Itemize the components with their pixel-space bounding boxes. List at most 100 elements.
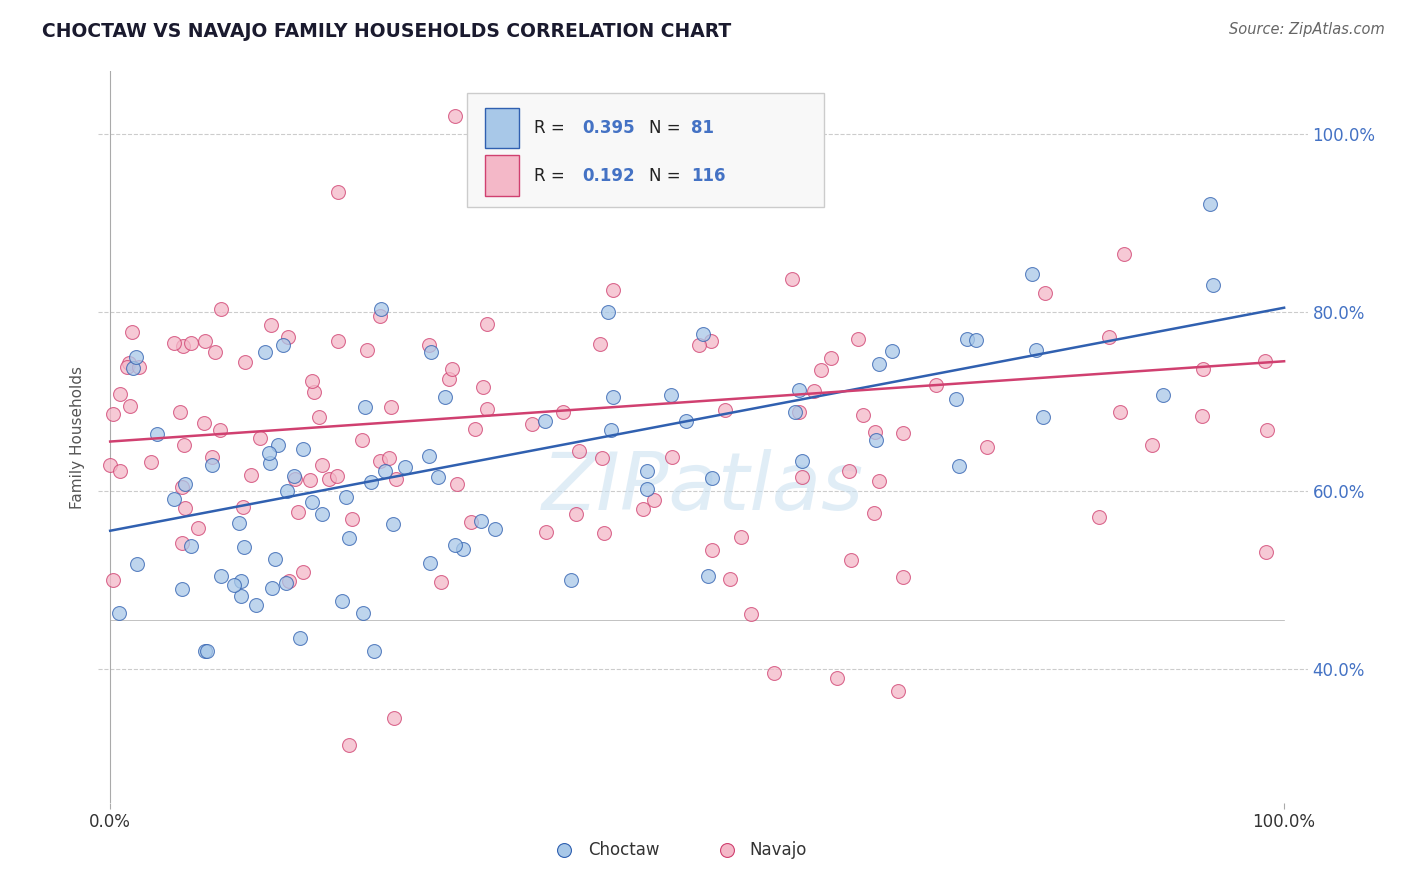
- Point: [460, 516, 482, 530]
- Point: [418, 338, 440, 352]
- Point: [172, 480, 194, 494]
- Text: N =: N =: [648, 120, 686, 137]
- Point: [382, 517, 405, 532]
- Point: [863, 506, 886, 520]
- Point: [568, 443, 591, 458]
- Point: [328, 334, 350, 348]
- Point: [394, 459, 416, 474]
- Point: [553, 405, 575, 419]
- Point: [484, 522, 506, 536]
- Point: [108, 607, 131, 621]
- Point: [232, 500, 254, 514]
- Point: [229, 574, 252, 588]
- Point: [762, 666, 785, 681]
- Point: [700, 334, 723, 349]
- Point: [146, 426, 169, 441]
- Point: [1098, 330, 1121, 344]
- Point: [863, 425, 886, 440]
- Point: [249, 432, 271, 446]
- Text: Choctaw: Choctaw: [588, 841, 659, 859]
- Point: [128, 359, 150, 374]
- Point: [195, 644, 218, 658]
- Point: [368, 309, 391, 323]
- Text: 0.395: 0.395: [582, 120, 634, 137]
- Point: [924, 377, 946, 392]
- Point: [384, 472, 406, 486]
- Point: [326, 469, 349, 483]
- Point: [803, 384, 825, 399]
- Point: [419, 345, 441, 359]
- Point: [110, 387, 132, 401]
- Point: [326, 185, 349, 199]
- Point: [780, 272, 803, 286]
- Point: [688, 338, 710, 352]
- Point: [271, 337, 294, 351]
- Point: [446, 477, 468, 491]
- Point: [443, 538, 465, 552]
- Point: [602, 390, 624, 404]
- Text: 116: 116: [690, 167, 725, 185]
- Point: [277, 330, 299, 344]
- Point: [636, 464, 658, 478]
- Point: [276, 483, 298, 498]
- Point: [245, 598, 267, 612]
- Point: [287, 504, 309, 518]
- Point: [1256, 544, 1278, 558]
- Point: [602, 283, 624, 297]
- Point: [636, 482, 658, 496]
- Text: N =: N =: [648, 167, 686, 185]
- Point: [838, 464, 860, 478]
- Point: [356, 343, 378, 357]
- Point: [337, 738, 360, 752]
- Point: [209, 569, 232, 583]
- Point: [868, 474, 890, 488]
- Point: [792, 470, 814, 484]
- Point: [201, 458, 224, 473]
- Y-axis label: Family Households: Family Households: [70, 366, 86, 508]
- Point: [353, 606, 375, 620]
- Point: [108, 464, 131, 478]
- Point: [1108, 405, 1130, 419]
- Point: [600, 423, 623, 437]
- Point: [292, 442, 315, 456]
- Point: [124, 351, 146, 365]
- Point: [433, 390, 456, 404]
- Point: [430, 575, 453, 590]
- Point: [259, 446, 281, 460]
- Point: [1112, 247, 1135, 261]
- FancyBboxPatch shape: [467, 94, 824, 207]
- Point: [283, 469, 305, 483]
- Point: [284, 472, 307, 486]
- Point: [419, 556, 441, 570]
- Text: 0.192: 0.192: [582, 167, 634, 185]
- Point: [298, 473, 321, 487]
- Point: [464, 421, 486, 435]
- Point: [267, 438, 290, 452]
- Point: [163, 491, 186, 506]
- Point: [534, 414, 557, 428]
- Point: [228, 516, 250, 530]
- Point: [224, 578, 246, 592]
- Point: [260, 581, 283, 595]
- Point: [233, 355, 256, 369]
- Point: [174, 477, 197, 491]
- Point: [520, 417, 543, 432]
- Point: [659, 388, 682, 402]
- Point: [340, 512, 363, 526]
- Point: [260, 318, 283, 332]
- Point: [475, 401, 498, 416]
- Point: [810, 363, 832, 377]
- Point: [382, 711, 405, 725]
- Point: [702, 470, 724, 484]
- Point: [787, 405, 810, 419]
- Point: [477, 317, 499, 331]
- Bar: [485, 108, 519, 148]
- Point: [1202, 278, 1225, 293]
- Point: [194, 644, 217, 658]
- Point: [253, 345, 276, 359]
- Point: [443, 109, 465, 123]
- Point: [380, 400, 402, 414]
- Point: [1140, 437, 1163, 451]
- Point: [882, 344, 904, 359]
- Point: [211, 302, 233, 317]
